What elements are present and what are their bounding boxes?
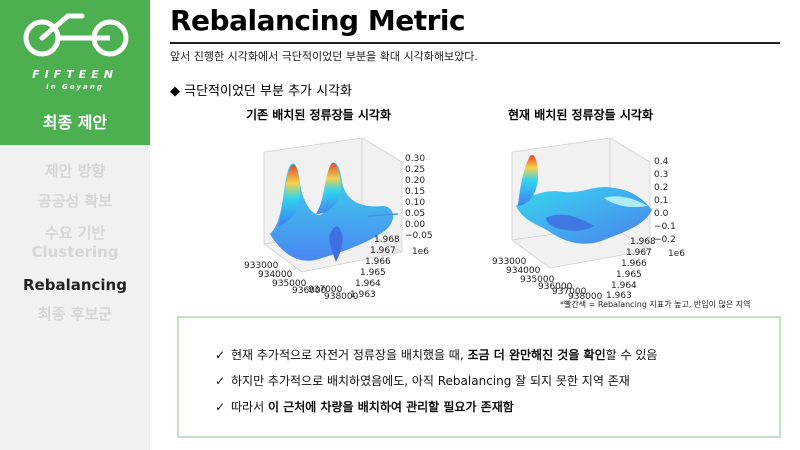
left-x-ticks: 933000 934000 935000 936000 937000 93800… [244, 261, 359, 300]
x-tick: 934000 [506, 266, 541, 276]
right-x-ticks: 933000 934000 935000 936000 937000 93800… [492, 257, 603, 300]
y-tick: 1.966 [365, 257, 391, 267]
x-tick: 933000 [244, 261, 279, 271]
y-tick: 1.965 [360, 268, 386, 278]
z-tick: 0.0 [654, 209, 669, 219]
page-title: Rebalancing Metric [170, 4, 466, 37]
x-tick: 938000 [568, 292, 603, 300]
y-tick: 1.963 [606, 291, 632, 300]
left-z-ticks: 0.30 0.25 0.20 0.15 0.10 0.05 0.00 −0.05 [405, 154, 433, 241]
z-tick: −0.1 [654, 222, 676, 232]
y-tick: 1.967 [626, 248, 652, 258]
x-tick: 936000 [292, 286, 327, 296]
sidebar-item-demand[interactable]: 수요 기반 [44, 224, 106, 242]
z-tick: 0.30 [405, 154, 425, 164]
x-tick: 937000 [552, 287, 587, 297]
sidebar-item-publicness[interactable]: 공공성 확보 [37, 192, 113, 210]
x-tick: 934000 [258, 270, 293, 280]
z-tick: −0.2 [654, 235, 676, 245]
y-tick: 1.966 [621, 259, 647, 269]
z-tick: 0.10 [405, 198, 425, 208]
x-tick: 933000 [492, 257, 527, 267]
x-tick: 935000 [272, 279, 307, 289]
sidebar-item-direction[interactable]: 제안 방향 [44, 162, 106, 180]
brand-subname: in Goyang [46, 83, 104, 91]
y-tick: 1.968 [374, 235, 400, 245]
x-tick: 937000 [308, 285, 343, 295]
y-tick: 1.965 [616, 270, 642, 280]
check-icon: ✓ [215, 374, 226, 388]
z-tick: 0.20 [405, 176, 425, 186]
z-tick: 0.00 [405, 220, 425, 230]
x-tick: 935000 [520, 275, 555, 285]
sidebar-item-clustering[interactable]: Clustering [31, 243, 119, 261]
y-exponent: 1e6 [412, 247, 429, 257]
z-tick: 0.2 [654, 183, 668, 193]
sidebar-item-rebalancing[interactable]: Rebalancing [23, 276, 127, 294]
left-plot-title: 기존 배치된 정류장들 시각화 [246, 108, 392, 122]
title-divider [170, 42, 780, 44]
brand-name: FIFTEEN [32, 68, 118, 81]
z-tick: 0.4 [654, 157, 669, 167]
right-z-ticks: 0.4 0.3 0.2 0.1 0.0 −0.1 −0.2 [654, 157, 676, 245]
right-surface-plot: 0.4 0.3 0.2 0.1 0.0 −0.1 −0.2 1.968 1.96… [492, 137, 685, 300]
check-icon: ✓ [215, 348, 226, 362]
right-y-ticks: 1.968 1.967 1.966 1.965 1.964 1.963 1e6 [606, 237, 685, 300]
brand-block: FIFTEEN in Goyang [0, 0, 150, 100]
y-tick: 1.968 [630, 237, 656, 247]
left-y-ticks: 1.968 1.967 1.966 1.965 1.964 1.963 1e6 [350, 235, 429, 300]
z-tick: 0.15 [405, 187, 425, 197]
bicycle-logo-icon [23, 13, 129, 57]
sidebar-item-candidates[interactable]: 최종 후보군 [37, 305, 113, 323]
y-tick: 1.964 [611, 281, 637, 291]
y-tick: 1.963 [350, 290, 376, 300]
check-icon: ✓ [215, 400, 226, 414]
x-tick: 936000 [538, 282, 573, 292]
z-tick: −0.05 [405, 231, 433, 241]
y-tick: 1.964 [355, 279, 381, 289]
y-tick: 1.967 [370, 246, 396, 256]
z-tick: 0.1 [654, 196, 668, 206]
summary-line-1: ✓ 현재 추가적으로 자전거 정류장을 배치했을 때, 조금 더 완만해진 것을 … [215, 348, 658, 362]
z-tick: 0.25 [405, 165, 425, 175]
z-tick: 0.05 [405, 209, 425, 219]
section-heading: ◆ 극단적이었던 부분 추가 시각화 [170, 84, 353, 99]
z-tick: 0.3 [654, 170, 668, 180]
x-tick: 938000 [324, 292, 359, 300]
y-exponent: 1e6 [668, 249, 685, 259]
left-surface-plot: 0.30 0.25 0.20 0.15 0.10 0.05 0.00 −0.05… [244, 137, 433, 300]
summary-line-3: ✓ 따라서 이 근처에 차량을 배치하여 관리할 필요가 존재함 [215, 400, 514, 414]
right-plot-title: 현재 배치된 정류장들 시각화 [508, 108, 654, 122]
sidebar-item-final-proposal[interactable]: 최종 제안 [0, 100, 150, 145]
color-note: *빨간색 = Rebalancing 지표가 높고, 반입이 많은 지역 [560, 300, 751, 309]
summary-line-2: ✓ 하지만 추가적으로 배치하였음에도, 아직 Rebalancing 잘 되지 … [215, 374, 630, 388]
summary-box: ✓ 현재 추가적으로 자전거 정류장을 배치했을 때, 조금 더 완만해진 것을 … [177, 316, 781, 438]
page-subtitle: 앞서 진행한 시각화에서 극단적이었던 부분을 확대 시각화해보았다. [170, 50, 478, 63]
sidebar: FIFTEEN in Goyang 최종 제안 제안 방향 공공성 확보 수요 … [0, 0, 150, 450]
